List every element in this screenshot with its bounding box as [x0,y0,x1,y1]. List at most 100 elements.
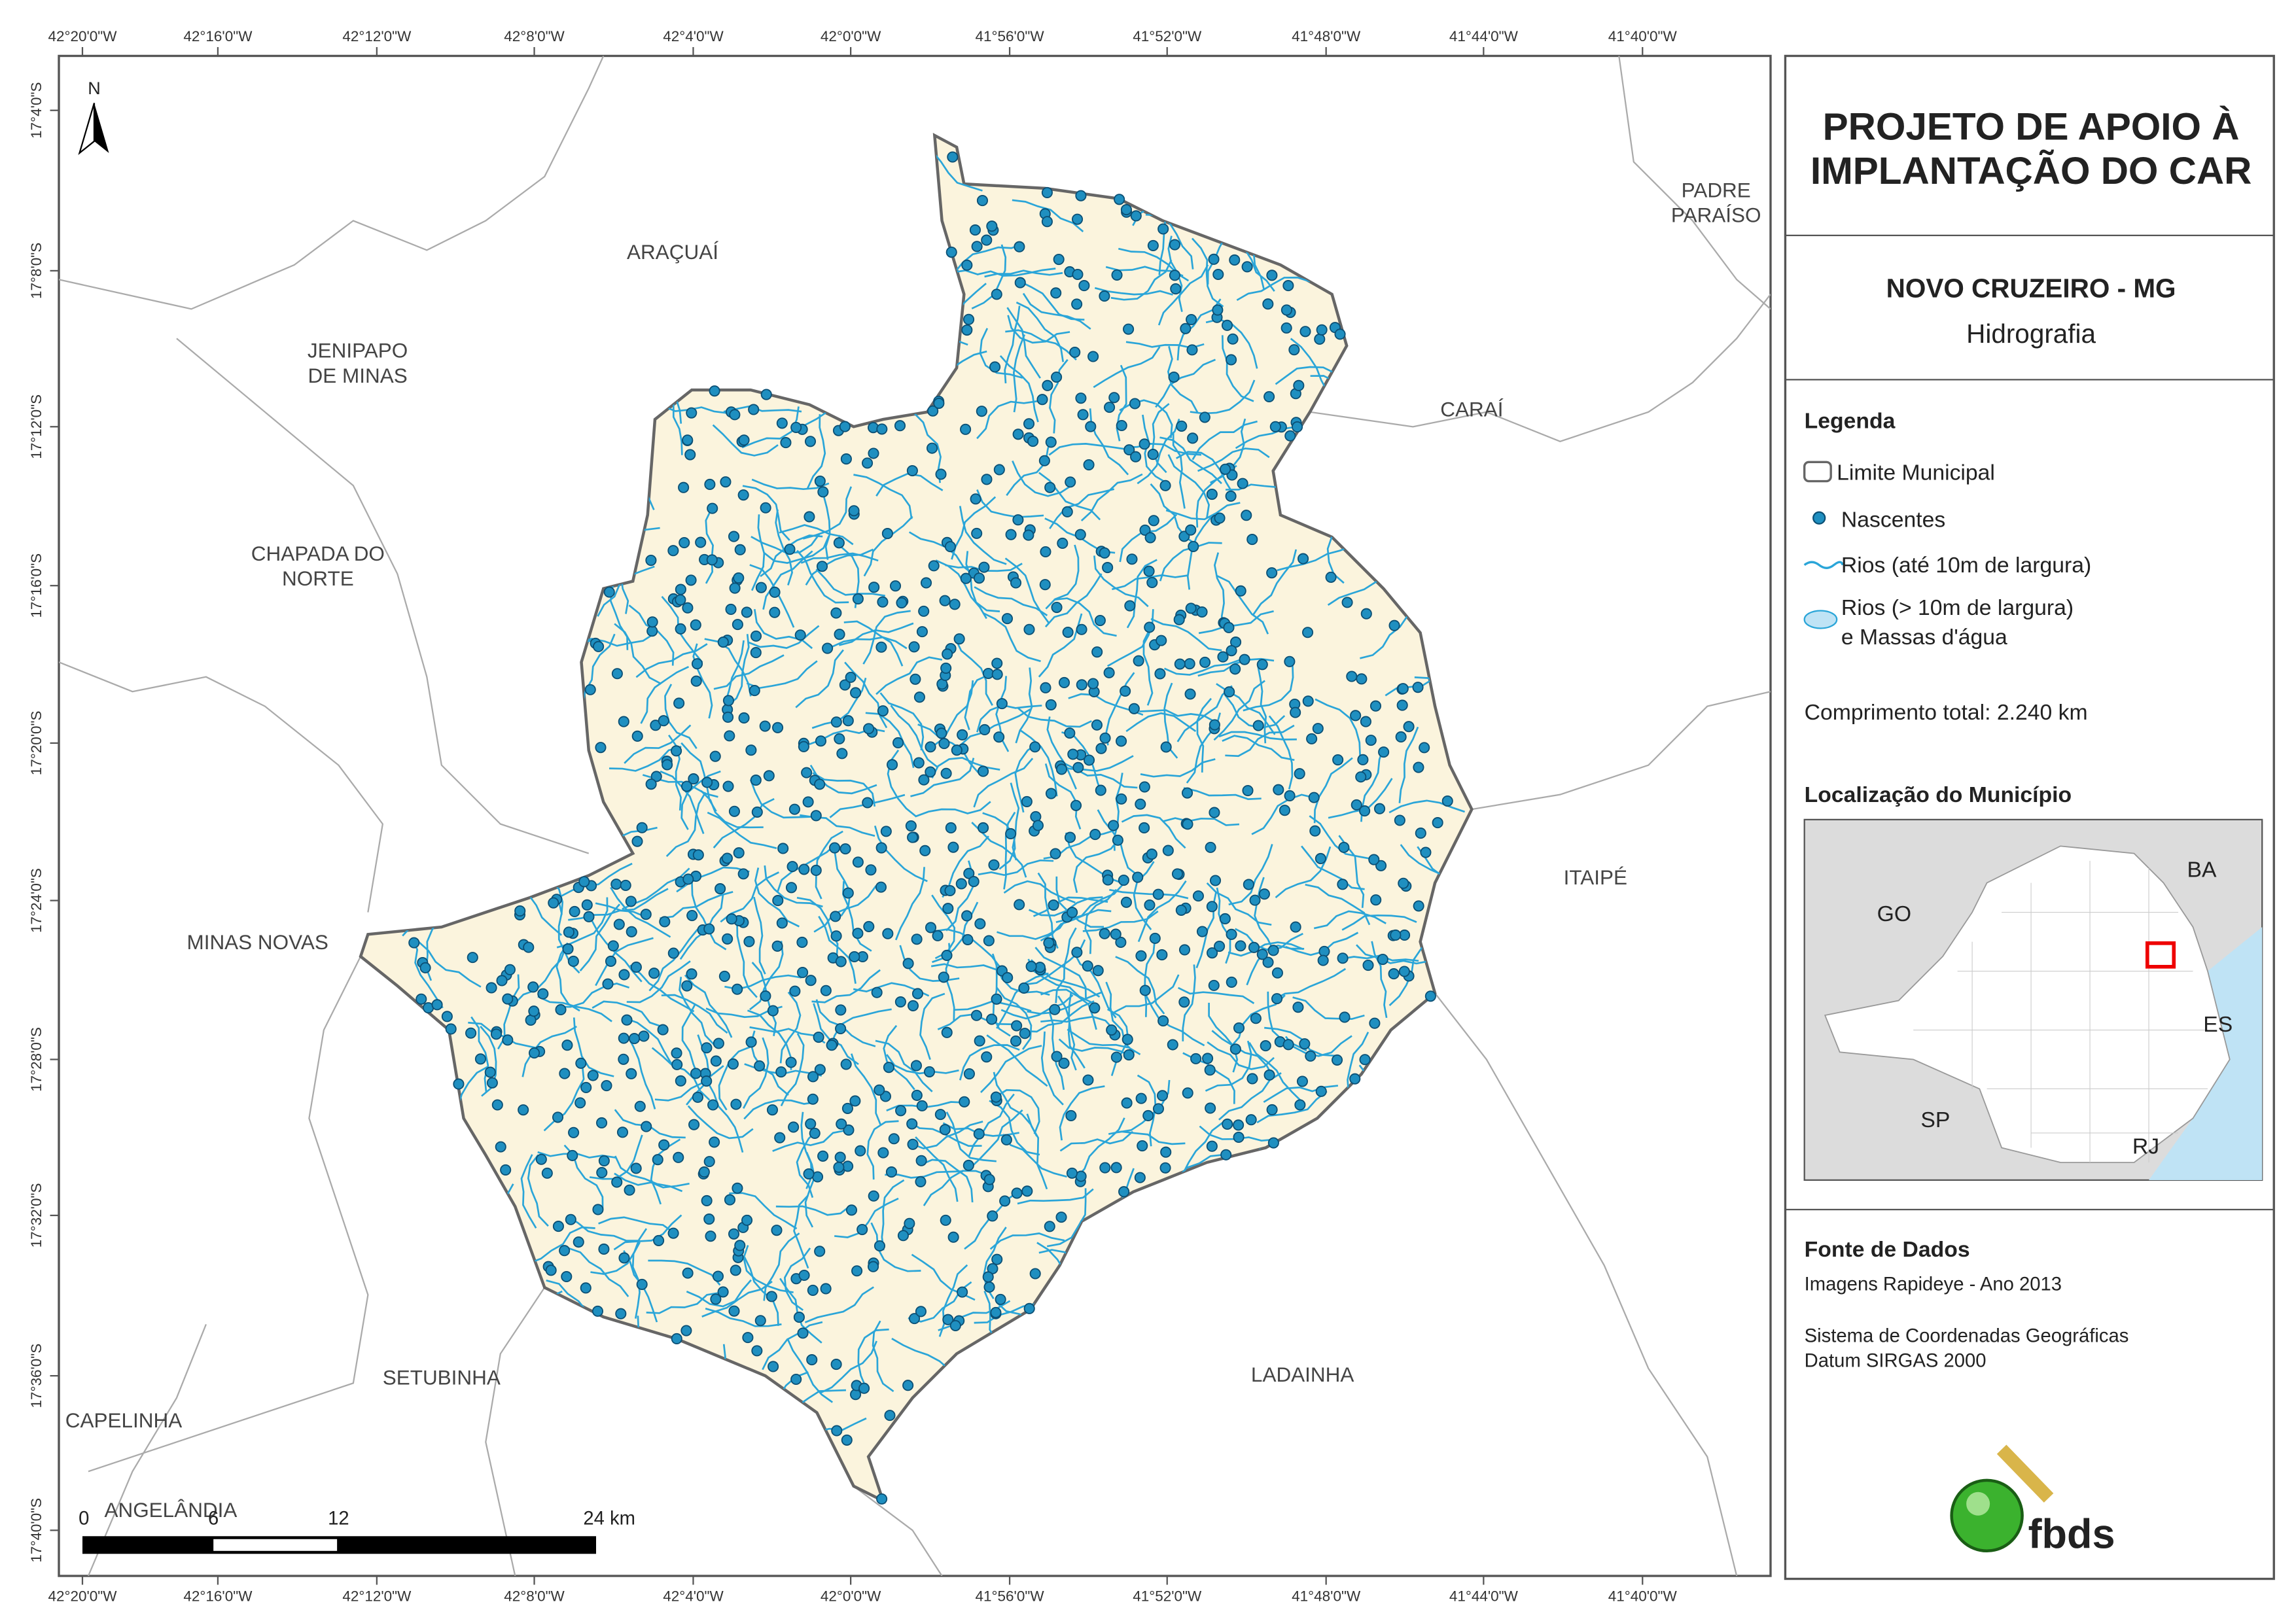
spring [1045,788,1057,799]
spring [1199,411,1210,423]
spring [845,1204,858,1216]
legend-item: Nascentes [1841,507,1945,532]
spring [868,447,879,459]
spring [915,1155,927,1166]
spring [728,805,740,817]
spring [857,1223,868,1236]
river [1256,665,1267,744]
spring [496,975,508,986]
spring [936,727,947,739]
spring [618,969,630,981]
spring [986,220,998,232]
spring [659,916,671,928]
spring [755,582,767,593]
spring [1263,1069,1275,1081]
spring [592,1305,604,1317]
spring [820,985,832,996]
river [743,1256,779,1326]
spring [704,478,716,491]
spring [733,847,745,859]
river [1023,1000,1095,1033]
place: NORTE [282,567,354,590]
spring [474,1053,486,1065]
spring [552,1221,564,1232]
north-label: N [88,79,101,98]
spring [1196,926,1209,937]
spring [729,409,741,421]
spring [1148,515,1159,527]
river [707,1081,744,1153]
river [1040,1015,1115,1032]
river [1251,794,1315,835]
spring [915,1306,927,1318]
spring [652,1154,663,1166]
spring [1369,1017,1381,1029]
spring [628,1033,641,1045]
spring [1205,841,1216,853]
theme: Hidrografia [1966,319,2096,349]
spring [578,876,590,888]
river [915,1136,959,1202]
spring [941,1026,953,1038]
spring [715,883,726,895]
river [1309,815,1372,860]
spring [932,930,944,941]
river [919,992,945,1060]
spring [1123,444,1135,456]
spring [1318,945,1330,957]
spring [1325,571,1337,583]
spring [1135,798,1146,810]
spring [1055,1212,1067,1223]
legend-item: Rios (> 10m de largura) [1841,595,2074,620]
spring [989,361,1001,373]
spring [1182,818,1193,830]
spring [855,1145,866,1157]
spring [1149,932,1161,944]
river [910,758,975,797]
spring [908,641,920,653]
spring [1049,1003,1061,1015]
spring [968,876,980,888]
spring [484,1066,496,1078]
spring [1147,239,1159,251]
spring [502,993,514,1005]
river [1105,672,1135,746]
spring [1157,1015,1169,1027]
spring [772,895,784,907]
spring [1092,965,1104,977]
river [723,405,802,413]
spring [833,1161,845,1173]
river [1183,787,1262,800]
spring [852,928,864,939]
river [1243,664,1294,712]
spring [1139,438,1150,450]
spring [1095,784,1106,796]
river [1046,1188,1087,1248]
river [691,881,727,951]
spring [1292,1002,1304,1013]
spring [1243,879,1254,890]
river [743,1245,794,1293]
spring [830,607,842,619]
spring [593,640,605,652]
spring [500,1164,512,1176]
river [1012,460,1072,497]
spring [1282,1039,1294,1051]
river [764,865,823,908]
spring [673,1151,684,1163]
source-text: Datum SIRGAS 2000 [1805,1351,1987,1372]
spring [760,389,772,400]
spring [1160,1146,1172,1158]
river [1053,597,1117,637]
spring [1070,799,1082,811]
river [1388,799,1465,814]
spring [1302,627,1314,638]
spring [620,879,631,891]
spring [1229,663,1241,675]
spring [940,662,952,674]
spring [885,1166,897,1178]
spring [495,1141,506,1153]
spring [1062,626,1074,638]
spring [1067,748,1079,760]
spring [981,474,993,485]
